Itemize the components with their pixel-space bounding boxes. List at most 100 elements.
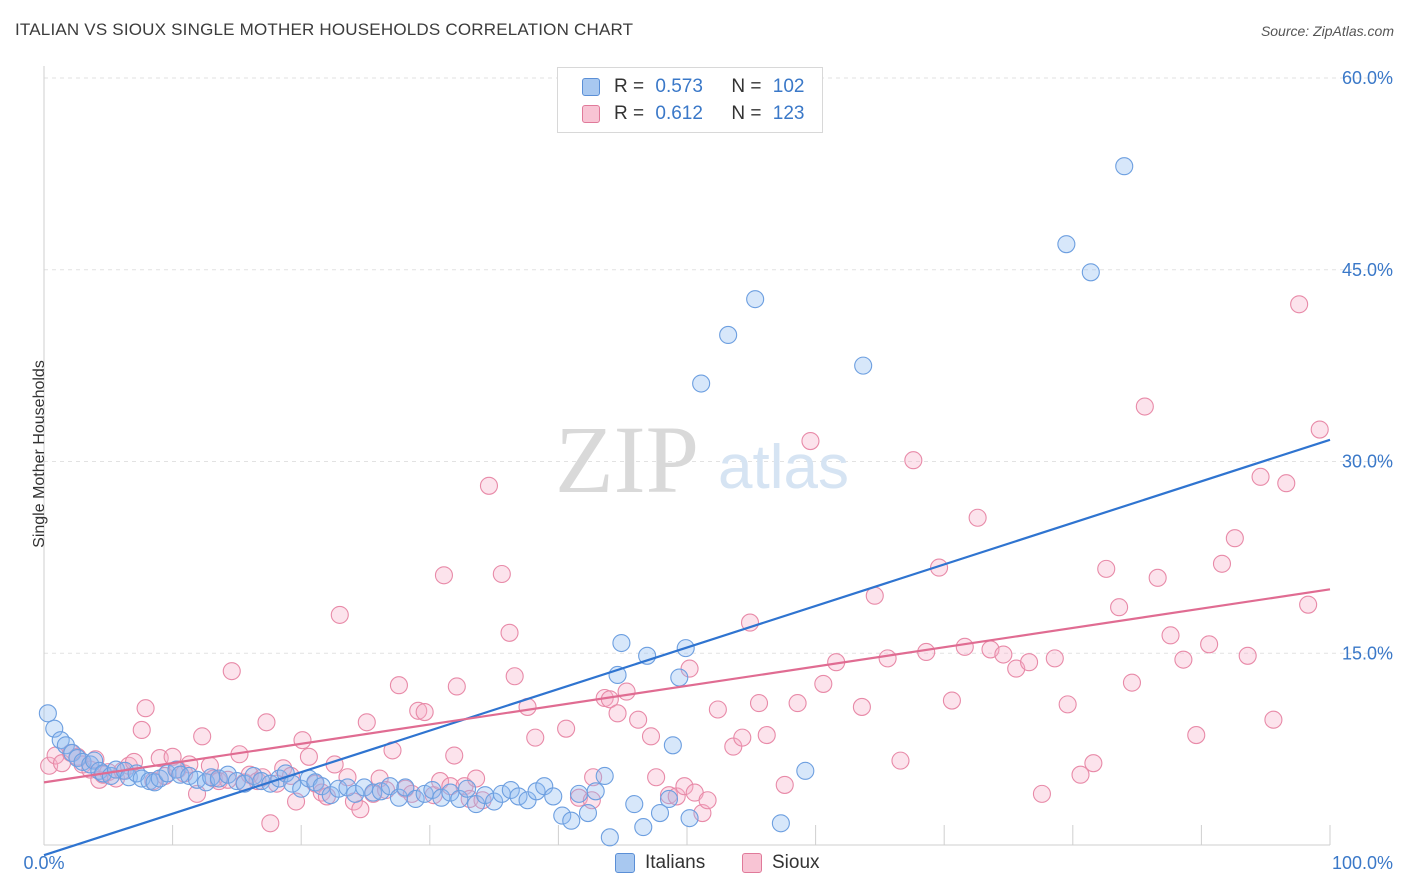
sioux-point	[1212, 554, 1232, 573]
sioux-trend-line	[43, 588, 1331, 784]
series-swatch-sioux	[742, 853, 762, 873]
italians-point	[854, 356, 873, 375]
italians-point	[680, 809, 699, 828]
sioux-point	[136, 699, 155, 718]
sioux-point	[445, 746, 464, 765]
italians-point	[719, 325, 738, 344]
sioux-point	[1032, 784, 1051, 803]
legend-n-value: 123	[772, 103, 805, 124]
italians-point	[346, 784, 365, 803]
sioux-point	[193, 727, 212, 746]
sioux-point	[629, 710, 648, 729]
sioux-point	[132, 720, 151, 740]
italians-point	[746, 290, 765, 309]
sioux-point	[1135, 397, 1154, 416]
watermark-zip: ZIP	[555, 406, 699, 513]
sioux-point	[1251, 467, 1270, 486]
x-tick-label: 100.0%	[1332, 853, 1393, 873]
sioux-point	[955, 637, 974, 656]
sioux-point	[775, 775, 794, 794]
sioux-point	[1290, 295, 1309, 314]
legend-n-label: N =	[731, 103, 767, 124]
sioux-point	[757, 726, 776, 745]
gridlines	[44, 77, 1393, 654]
sioux-point	[222, 662, 241, 681]
italians-point	[406, 789, 425, 809]
italians-point	[51, 731, 70, 750]
sioux-point	[526, 728, 545, 747]
sioux-point	[330, 605, 349, 624]
italians-point	[771, 814, 790, 833]
sioux-point	[1225, 529, 1244, 548]
sioux-point	[1174, 650, 1193, 669]
italians-point	[544, 787, 563, 806]
legend-r-value: 0.612	[655, 103, 703, 124]
trend-lines	[43, 438, 1331, 857]
italians-point	[659, 789, 679, 809]
italians-point	[553, 806, 572, 825]
sioux-point	[447, 677, 466, 696]
italians-points	[38, 157, 1134, 847]
y-tick-label: 45.0%	[1342, 260, 1393, 280]
italians-point	[209, 769, 228, 788]
sioux-point	[994, 645, 1013, 664]
source-label: Source: ZipAtlas.com	[1260, 23, 1394, 39]
legend-n-value: 102	[772, 76, 805, 97]
italians-point	[485, 792, 504, 811]
italians-point	[218, 765, 237, 784]
sioux-point	[1045, 649, 1064, 668]
sioux-point	[261, 814, 280, 833]
legend-row-italians: R = 0.573 N = 102	[582, 75, 804, 99]
italians-point	[56, 736, 75, 755]
sioux-point	[479, 476, 499, 495]
italians-point	[634, 818, 653, 837]
sioux-point	[659, 786, 679, 805]
legend-r-label: R =	[614, 76, 650, 97]
italians-point	[600, 828, 619, 847]
sioux-point	[357, 713, 376, 732]
italians-point	[692, 374, 711, 393]
sioux-point	[389, 676, 408, 695]
legend-r-label: R =	[614, 103, 650, 124]
watermark-atlas: atlas	[718, 433, 849, 502]
sioux-point	[1071, 765, 1090, 784]
series-legend-sioux[interactable]: Sioux	[742, 852, 820, 874]
sioux-point	[814, 674, 833, 693]
sioux-point	[584, 768, 603, 787]
sioux-point	[299, 747, 318, 766]
italians-point	[441, 783, 460, 802]
y-tick-label: 60.0%	[1342, 68, 1393, 88]
italians-point	[612, 633, 631, 653]
sioux-point	[1310, 420, 1329, 439]
legend-row-sioux: R = 0.612 N = 123	[582, 102, 804, 126]
italians-point	[509, 787, 528, 806]
italians-point	[371, 782, 390, 801]
sioux-point	[942, 691, 961, 710]
italians-point	[562, 811, 581, 830]
sioux-points	[40, 295, 1329, 833]
chart-title: ITALIAN VS SIOUX SINGLE MOTHER HOUSEHOLD…	[15, 20, 634, 39]
sioux-point	[1277, 474, 1296, 493]
italians-point	[796, 761, 815, 780]
sioux-point	[1058, 695, 1077, 714]
series-legend-italians[interactable]: Italians	[615, 852, 705, 874]
correlation-legend: R = 0.573 N = 102 R = 0.612 N = 123	[557, 67, 823, 133]
italians-point	[650, 803, 670, 823]
italians-point	[171, 765, 190, 784]
sioux-point	[698, 791, 717, 810]
tick-labels: 15.0% 30.0% 45.0% 60.0% 0.0% 100.0%	[23, 68, 1393, 873]
italians-point	[63, 743, 82, 763]
y-axis-label: Single Mother Households	[31, 360, 48, 548]
sioux-point	[891, 751, 910, 770]
sioux-point	[415, 703, 434, 722]
sioux-point	[1148, 568, 1167, 587]
x-tick-label: 0.0%	[23, 853, 64, 873]
italians-point	[45, 719, 64, 738]
italians-point	[670, 668, 689, 687]
sioux-point	[680, 659, 699, 678]
italians-point	[458, 779, 477, 798]
sioux-point	[500, 623, 519, 642]
sioux-point	[409, 701, 428, 720]
italians-point	[535, 777, 554, 796]
sioux-point	[1187, 726, 1206, 745]
